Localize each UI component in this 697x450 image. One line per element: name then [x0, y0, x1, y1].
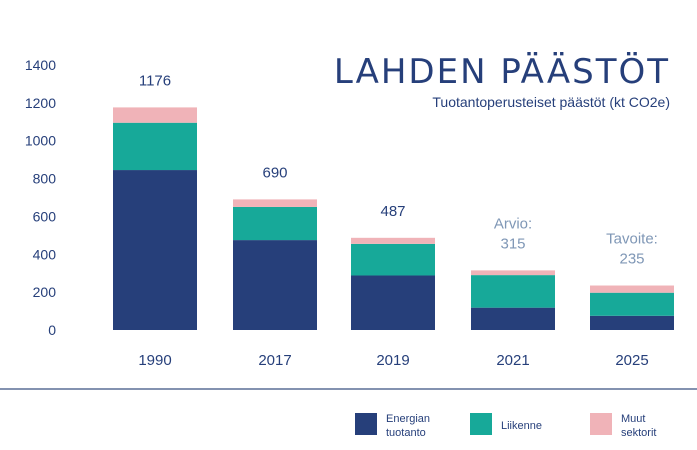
- total-label: 690: [262, 164, 287, 181]
- total-label: 487: [380, 203, 405, 220]
- bar-2017-liikenne: [233, 206, 317, 241]
- bar-2019-muut-sektorit: [351, 237, 435, 244]
- bar-2025-energian-tuotanto: [590, 315, 674, 330]
- bar-2025-liikenne: [590, 292, 674, 316]
- x-tick-label: 2017: [258, 352, 291, 369]
- legend: Energian tuotanto Liikenne Muut sektorit: [355, 413, 656, 439]
- chart-subtitle: Tuotantoperusteiset päästöt (kt CO2e): [432, 94, 670, 110]
- bar-2021-muut-sektorit: [471, 270, 555, 276]
- y-tick-label: 200: [33, 284, 57, 300]
- legend-label: Energian: [386, 413, 430, 425]
- chart-title: LAHDEN PÄÄSTÖT: [334, 51, 670, 92]
- y-axis: 0 200 400 600 800 1000 1200 1400: [25, 57, 56, 338]
- total-label: 235: [619, 251, 644, 268]
- total-label: Tavoite:: [606, 231, 658, 248]
- legend-label: tuotanto: [386, 427, 426, 439]
- x-tick-label: 2021: [496, 352, 529, 369]
- bar-2021-liikenne: [471, 275, 555, 308]
- y-tick-label: 400: [33, 246, 57, 262]
- legend-label: sektorit: [621, 427, 656, 439]
- bar-2017-energian-tuotanto: [233, 240, 317, 330]
- y-tick-label: 1400: [25, 57, 56, 73]
- x-tick-label: 1990: [138, 352, 171, 369]
- bar-2025-muut-sektorit: [590, 285, 674, 293]
- y-tick-label: 0: [48, 322, 56, 338]
- x-tick-label: 2025: [615, 352, 648, 369]
- legend-swatch-liikenne: [470, 413, 492, 435]
- bar-1990-energian-tuotanto: [113, 170, 197, 330]
- bar-1990-liikenne: [113, 122, 197, 171]
- legend-swatch-muut-sektorit: [590, 413, 612, 435]
- x-tick-label: 2019: [376, 352, 409, 369]
- bar-2021-energian-tuotanto: [471, 307, 555, 330]
- bar-2019-liikenne: [351, 243, 435, 276]
- legend-label: Liikenne: [501, 420, 542, 432]
- bar-2017-muut-sektorit: [233, 199, 317, 207]
- y-tick-label: 1200: [25, 95, 56, 111]
- bars: 1176 690 487 Arvio: 315 Tavoite: 235: [113, 72, 674, 330]
- legend-label: Muut: [621, 413, 645, 425]
- y-tick-label: 800: [33, 171, 57, 187]
- y-tick-label: 600: [33, 208, 57, 224]
- y-tick-label: 1000: [25, 133, 56, 149]
- bar-1990-muut-sektorit: [113, 107, 197, 123]
- x-axis: 1990 2017 2019 2021 2025: [138, 352, 648, 369]
- bar-2019-energian-tuotanto: [351, 275, 435, 330]
- legend-swatch-energian-tuotanto: [355, 413, 377, 435]
- total-label: Arvio:: [494, 215, 532, 232]
- total-label: 1176: [139, 72, 171, 89]
- total-label: 315: [500, 235, 525, 252]
